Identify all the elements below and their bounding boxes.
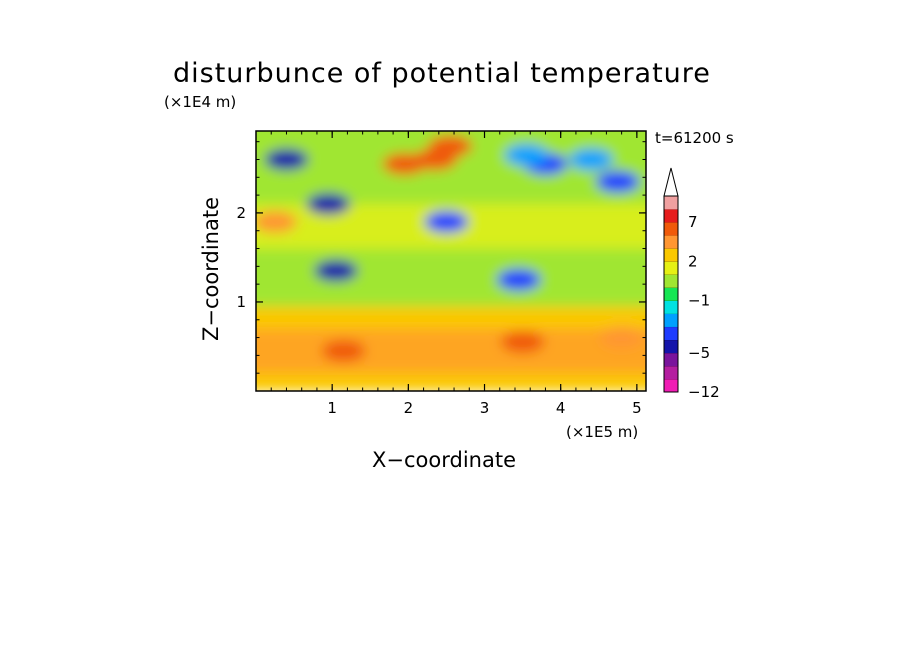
x-tick-label: 4: [556, 399, 566, 417]
field-feature-12: [321, 339, 366, 362]
colorbar-frame: [663, 195, 679, 393]
y-tick-label: 1: [236, 293, 246, 311]
time-annotation: t=61200 s: [655, 129, 734, 147]
colorbar-swatch: [664, 365, 678, 380]
field-feature-7: [595, 170, 640, 193]
x-tick-label: 3: [480, 399, 490, 417]
field-feature-1: [306, 193, 351, 216]
colorbar-swatch: [664, 209, 678, 223]
colorbar-swatch: [664, 196, 678, 210]
colorbar-swatch: [664, 352, 678, 367]
colorbar-extend-max: [663, 167, 679, 197]
colorbar-tick-label: −12: [688, 383, 720, 401]
colorbar-swatch: [664, 248, 678, 262]
field-feature-15: [599, 326, 644, 349]
x-tick-label: 5: [632, 399, 642, 417]
colorbar-swatch: [664, 313, 678, 327]
colorbar-swatch: [664, 222, 678, 236]
x-axis-label: X−coordinate: [372, 448, 516, 472]
x-tick-label: 2: [404, 399, 414, 417]
colorbar-swatch: [664, 274, 678, 288]
colorbar-tick-label: −1: [688, 292, 710, 310]
colorbar-swatch: [664, 287, 678, 301]
field-band-low: [256, 328, 646, 374]
colorbar-swatch: [664, 235, 678, 249]
field-band-1: [256, 293, 646, 307]
colorbar-swatch: [664, 339, 678, 354]
x-tick-label: 1: [327, 399, 337, 417]
colorbar-swatch: [664, 261, 678, 275]
colorbar-tick-label: 7: [688, 213, 698, 231]
y-axis-ticks: 12: [236, 141, 646, 374]
colorbar-swatch: [664, 378, 678, 393]
colorbar-tick-label: 2: [688, 252, 698, 270]
chart-title: disturbunce of potential temperature: [173, 58, 711, 89]
field-feature-0: [264, 148, 309, 171]
field-feature-14: [256, 210, 298, 233]
field-feature-11: [496, 268, 541, 291]
field-feature-9: [569, 148, 614, 171]
colorbar-swatch: [664, 300, 678, 314]
x-axis-ticks: 1 2 3 4 5: [270, 131, 642, 417]
field-feature-2: [313, 259, 358, 282]
field-feature-13: [500, 331, 545, 354]
colorbar-swatch: [664, 326, 678, 341]
contour-field: [256, 131, 646, 391]
plot-frame: [255, 130, 647, 392]
colorbar: 7 2 −1 −5 −12: [663, 167, 720, 401]
field-feature-8: [504, 144, 549, 167]
field-feature-5: [428, 135, 473, 158]
y-tick-label: 2: [236, 204, 246, 222]
field-feature-10: [424, 210, 469, 233]
y-axis-unit: (×1E4 m): [164, 93, 237, 111]
colorbar-tick-label: −5: [688, 344, 710, 362]
x-axis-unit: (×1E5 m): [566, 423, 639, 441]
